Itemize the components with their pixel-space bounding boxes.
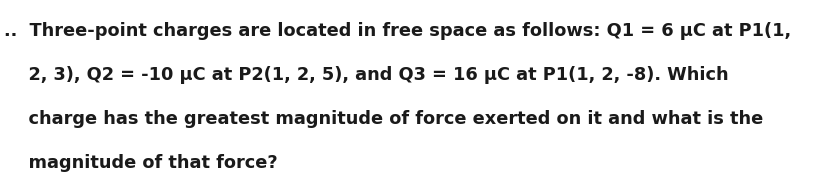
Text: charge has the greatest magnitude of force exerted on it and what is the: charge has the greatest magnitude of for… [4, 110, 762, 128]
Text: ..  Three-point charges are located in free space as follows: Q1 = 6 μC at P1(1,: .. Three-point charges are located in fr… [4, 22, 790, 40]
Text: magnitude of that force?: magnitude of that force? [4, 154, 278, 172]
Text: 2, 3), Q2 = -10 μC at P2(1, 2, 5), and Q3 = 16 μC at P1(1, 2, -8). Which: 2, 3), Q2 = -10 μC at P2(1, 2, 5), and Q… [4, 66, 728, 84]
